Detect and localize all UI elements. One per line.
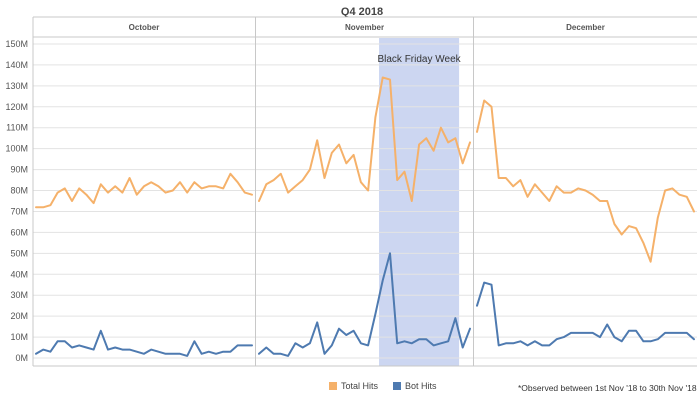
y-tick-label: 40M <box>10 269 28 279</box>
y-tick-label: 0M <box>15 353 28 363</box>
y-axis-ticks: 0M 10M 20M 30M 40M 50M 60M 70M 80M 90M 100M 110M 120… <box>5 39 28 363</box>
legend: Total Hits Bot Hits <box>329 381 437 391</box>
y-tick-label: 10M <box>10 332 28 342</box>
y-gridlines <box>33 43 697 359</box>
y-tick-label: 80M <box>10 186 28 196</box>
total-hits-line-december <box>476 99 695 263</box>
y-tick-label: 150M <box>5 39 28 49</box>
y-tick-label: 50M <box>10 248 28 258</box>
total-hits-line-october <box>35 172 253 209</box>
footnote: *Observed between 1st Nov '18 to 30th No… <box>518 383 697 393</box>
y-tick-label: 100M <box>5 144 28 154</box>
annotation-bands <box>379 38 460 366</box>
legend-label: Total Hits <box>341 381 379 391</box>
facet-label: November <box>345 23 384 32</box>
legend-swatch <box>393 382 401 390</box>
panel-frame <box>32 16 697 367</box>
legend-swatch <box>329 382 337 390</box>
y-tick-label: 130M <box>5 81 28 91</box>
facet-headers: October November December <box>129 23 605 32</box>
bot-hits-line-november <box>258 252 471 357</box>
series-lines <box>35 76 695 357</box>
y-tick-label: 70M <box>10 206 28 216</box>
annotation-band <box>379 38 460 366</box>
bot-hits-line-october <box>35 329 253 357</box>
annotation-label: Black Friday Week <box>377 54 461 65</box>
y-tick-label: 90M <box>10 165 28 175</box>
legend-label: Bot Hits <box>405 381 437 391</box>
y-tick-label: 140M <box>5 60 28 70</box>
y-tick-label: 110M <box>6 123 28 133</box>
facet-label: October <box>129 23 160 32</box>
bot-hits-line-december <box>476 281 695 347</box>
y-tick-label: 120M <box>5 102 28 112</box>
facet-label: December <box>566 23 605 32</box>
annotation-labels: Black Friday Week <box>377 54 461 65</box>
chart-title: Q4 2018 <box>341 6 383 18</box>
y-tick-label: 30M <box>10 290 28 300</box>
y-tick-label: 60M <box>10 227 28 237</box>
y-tick-label: 20M <box>10 311 28 321</box>
total-hits-line-november <box>258 76 471 202</box>
